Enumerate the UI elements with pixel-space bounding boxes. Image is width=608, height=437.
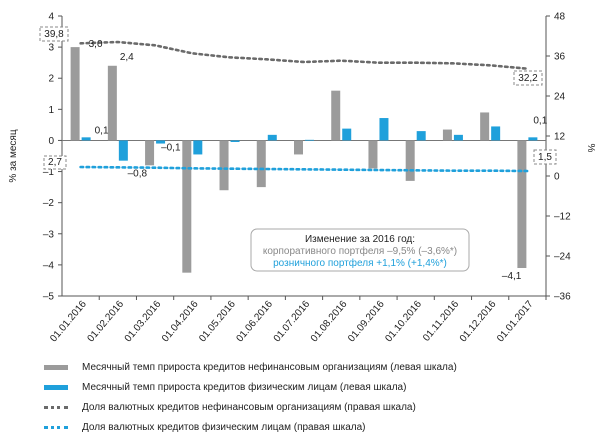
bar xyxy=(294,140,303,155)
line-value-label: 2,7 xyxy=(48,157,62,168)
data-label: –4,1 xyxy=(502,271,522,282)
legend-swatch-corporate-line xyxy=(44,405,68,409)
left-axis-title: % за месяц xyxy=(8,129,19,182)
right-tick-label: 0 xyxy=(554,172,560,183)
legend-swatch-retail-bar xyxy=(44,384,68,390)
x-tick-label: 01.01.2017 xyxy=(495,299,536,345)
line-value-label: 39,8 xyxy=(44,29,64,40)
right-tick-label: 24 xyxy=(554,92,566,103)
left-tick-label: 0 xyxy=(48,136,54,147)
left-tick-label: –2 xyxy=(43,198,55,209)
left-tick-label: –1 xyxy=(43,167,55,178)
bar xyxy=(156,140,166,144)
bar xyxy=(256,140,266,188)
legend-label: Месячный темп прироста кредитов физическ… xyxy=(82,381,407,393)
legend-swatch-corporate-bar xyxy=(44,364,68,370)
annotation-corporate: корпоративного портфеля –9,5% (–3,6%*) xyxy=(263,245,457,257)
x-tick-label: 01.07.2016 xyxy=(272,299,313,345)
left-tick-label: 3 xyxy=(48,43,54,54)
right-tick-label: –12 xyxy=(554,212,571,223)
x-tick-label: 01.04.2016 xyxy=(160,299,201,345)
bar xyxy=(70,47,80,141)
bar xyxy=(107,65,117,141)
right-tick-label: 36 xyxy=(554,52,566,63)
legend-label: Доля валютных кредитов нефинансовым орга… xyxy=(82,401,416,413)
left-tick-label: –5 xyxy=(43,292,55,303)
right-tick-label: 12 xyxy=(554,132,566,143)
left-tick-label: 2 xyxy=(48,74,54,85)
data-label: 0,1 xyxy=(95,125,109,136)
chart-plot: 4 3 2 1 0 –1 –2 –3 –4 –5 48 36 24 12 0 –12 –24 –36 % за ме… xyxy=(8,12,596,345)
left-tick-label: 4 xyxy=(48,12,54,23)
bar xyxy=(405,140,415,181)
right-tick-label: –24 xyxy=(554,252,571,263)
bar xyxy=(81,137,91,141)
x-tick-label: 01.08.2016 xyxy=(309,299,350,345)
x-tick-label: 01.09.2016 xyxy=(346,299,387,345)
left-tick-label: 1 xyxy=(48,105,54,116)
bar xyxy=(193,140,203,155)
bar xyxy=(379,118,389,141)
right-tick-label: –36 xyxy=(554,292,571,303)
series-line xyxy=(79,165,529,173)
line-value-box xyxy=(39,26,69,42)
x-tick-label: 01.01.2016 xyxy=(48,299,89,345)
bar xyxy=(442,129,452,141)
x-tick-label: 01.12.2016 xyxy=(458,299,499,345)
legend-swatch-retail-line xyxy=(44,425,68,429)
bar xyxy=(517,140,527,268)
right-tick-label: 48 xyxy=(554,12,566,23)
legend-item: Доля валютных кредитов нефинансовым орга… xyxy=(44,397,584,417)
bar xyxy=(331,90,341,141)
line-value-label: 32,2 xyxy=(518,73,538,84)
x-tick-label: 01.10.2016 xyxy=(383,299,424,345)
bar xyxy=(118,140,128,161)
legend: Месячный темп прироста кредитов нефинанс… xyxy=(44,357,584,437)
annotation-title: Изменение за 2016 год: xyxy=(305,234,415,245)
left-tick-label: –3 xyxy=(43,229,55,240)
line-value-box xyxy=(513,70,543,86)
bar xyxy=(230,140,240,142)
legend-item: Доля валютных кредитов физическим лицам … xyxy=(44,417,584,437)
bar xyxy=(145,140,155,166)
bar xyxy=(416,131,426,141)
legend-label: Месячный темп прироста кредитов нефинанс… xyxy=(82,361,457,373)
annotation-retail: розничного портфеля +1,1% (+1,4%*) xyxy=(273,257,447,269)
bar xyxy=(480,112,490,141)
data-label: –0,1 xyxy=(161,143,181,154)
data-label: 3,0 xyxy=(89,39,103,50)
bar xyxy=(305,139,314,141)
series-line xyxy=(79,40,529,70)
data-label: –0,8 xyxy=(128,168,148,179)
bar xyxy=(267,134,277,141)
bar xyxy=(182,140,192,273)
bar xyxy=(368,140,378,169)
right-axis-title: % xyxy=(585,144,596,153)
data-label: 0,1 xyxy=(533,115,547,126)
legend-item: Месячный темп прироста кредитов физическ… xyxy=(44,377,584,397)
x-tick-label: 01.06.2016 xyxy=(234,299,275,345)
x-tick-label: 01.05.2016 xyxy=(197,299,238,345)
bar xyxy=(342,128,352,141)
line-value-label: 1,5 xyxy=(538,152,552,163)
x-tick-label: 01.03.2016 xyxy=(123,299,164,345)
bar xyxy=(453,134,463,141)
line-value-box xyxy=(533,149,557,165)
data-label: 2,4 xyxy=(120,52,134,63)
left-tick-label: –4 xyxy=(43,260,55,271)
legend-item: Месячный темп прироста кредитов нефинанс… xyxy=(44,357,584,377)
x-tick-label: 01.02.2016 xyxy=(86,299,127,345)
bar xyxy=(491,126,501,141)
line-value-box xyxy=(43,155,67,170)
annotation-box xyxy=(250,228,470,272)
legend-label: Доля валютных кредитов физическим лицам … xyxy=(82,421,366,433)
bar xyxy=(219,140,229,191)
bar xyxy=(528,137,538,141)
x-tick-label: 01.11.2016 xyxy=(421,299,461,344)
